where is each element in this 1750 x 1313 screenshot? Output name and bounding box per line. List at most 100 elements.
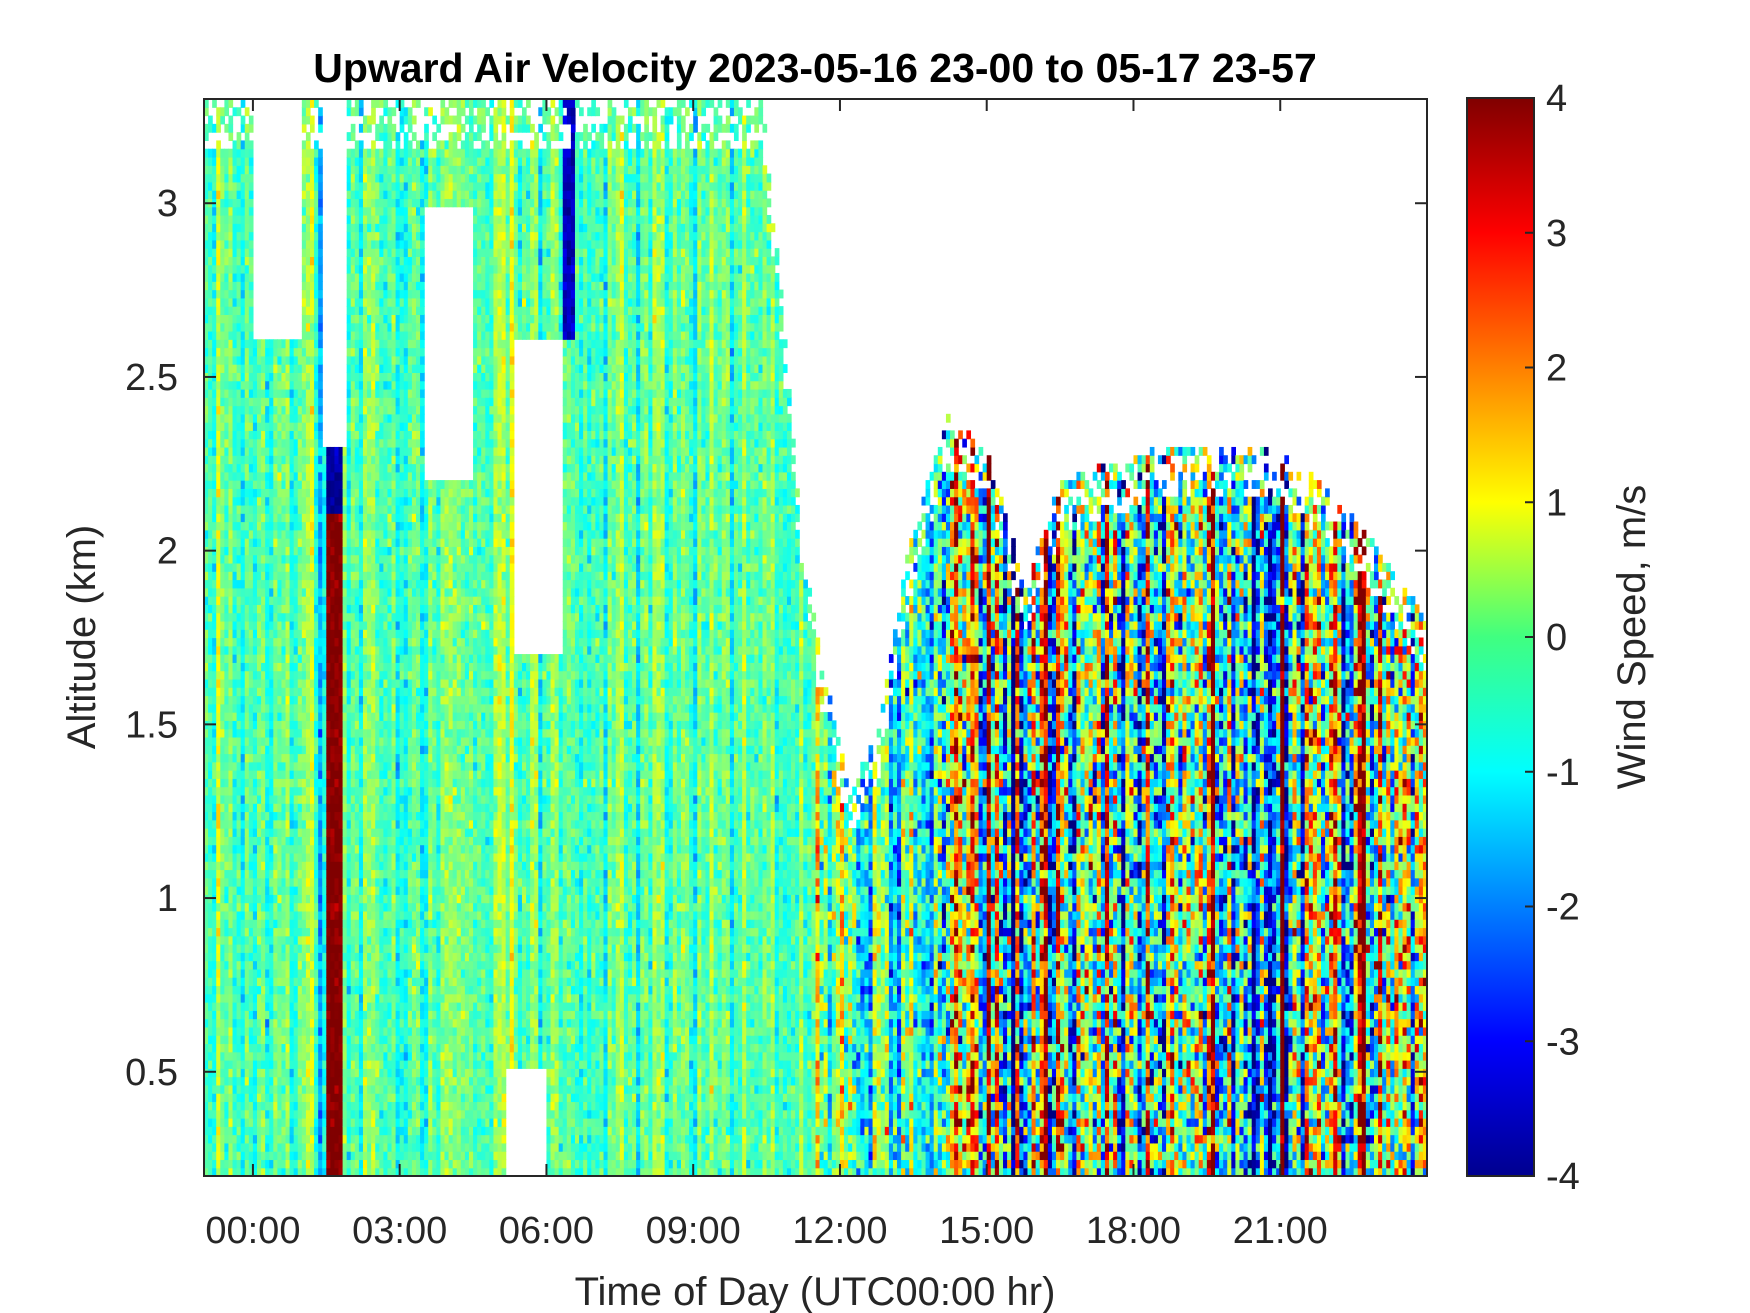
heatmap-cell bbox=[298, 662, 303, 671]
heatmap-cell bbox=[294, 845, 299, 854]
heatmap-cell bbox=[245, 878, 250, 887]
heatmap-cell bbox=[363, 439, 368, 448]
heatmap-cell bbox=[334, 811, 339, 820]
heatmap-cell bbox=[208, 1143, 213, 1152]
heatmap-cell bbox=[212, 1077, 217, 1086]
heatmap-cell bbox=[355, 372, 360, 381]
heatmap-cell bbox=[228, 290, 233, 299]
heatmap-cell bbox=[314, 538, 319, 547]
heatmap-cell bbox=[269, 869, 274, 878]
heatmap-cell bbox=[347, 223, 352, 232]
heatmap-cell bbox=[298, 1101, 303, 1110]
heatmap-cell bbox=[375, 729, 380, 738]
heatmap-cell bbox=[371, 455, 376, 464]
heatmap-cell bbox=[330, 704, 335, 713]
heatmap-cell bbox=[367, 845, 372, 854]
heatmap-cell bbox=[286, 505, 291, 514]
heatmap-cell bbox=[249, 712, 254, 721]
heatmap-cell bbox=[212, 513, 217, 522]
heatmap-cell bbox=[269, 1118, 274, 1127]
heatmap-cell bbox=[347, 753, 352, 762]
heatmap-cell bbox=[379, 845, 384, 854]
heatmap-cell bbox=[245, 314, 250, 323]
heatmap-cell bbox=[228, 911, 233, 920]
heatmap-cell bbox=[314, 737, 319, 746]
heatmap-cell bbox=[257, 1060, 262, 1069]
heatmap-cell bbox=[302, 787, 307, 796]
heatmap-cell bbox=[310, 613, 315, 622]
heatmap-cell bbox=[375, 265, 380, 274]
heatmap-cell bbox=[233, 853, 238, 862]
heatmap-cell bbox=[322, 720, 327, 729]
heatmap-cell bbox=[363, 662, 368, 671]
heatmap-cell bbox=[334, 927, 339, 936]
heatmap-cell bbox=[318, 422, 323, 431]
heatmap-cell bbox=[310, 1002, 315, 1011]
heatmap-cell bbox=[310, 306, 315, 315]
heatmap-cell bbox=[277, 1118, 282, 1127]
heatmap-cell bbox=[228, 1093, 233, 1102]
heatmap-cell bbox=[290, 745, 295, 754]
heatmap-cell bbox=[245, 894, 250, 903]
heatmap-cell bbox=[314, 671, 319, 680]
heatmap-cell bbox=[334, 1159, 339, 1168]
heatmap-cell bbox=[257, 828, 262, 837]
heatmap-cell bbox=[281, 894, 286, 903]
heatmap-cell bbox=[343, 1068, 348, 1077]
heatmap-cell bbox=[294, 969, 299, 978]
heatmap-cell bbox=[371, 671, 376, 680]
heatmap-cell bbox=[347, 646, 352, 655]
heatmap-cell bbox=[310, 1118, 315, 1127]
heatmap-cell bbox=[286, 936, 291, 945]
heatmap-cell bbox=[347, 174, 352, 183]
heatmap-cell bbox=[224, 1085, 229, 1094]
heatmap-cell bbox=[212, 969, 217, 978]
heatmap-cell bbox=[318, 538, 323, 547]
heatmap-cell bbox=[249, 654, 254, 663]
heatmap-cell bbox=[228, 439, 233, 448]
heatmap-cell bbox=[334, 505, 339, 514]
heatmap-cell bbox=[286, 878, 291, 887]
heatmap-cell bbox=[273, 1085, 278, 1094]
heatmap-cell bbox=[237, 903, 242, 912]
heatmap-cell bbox=[233, 1043, 238, 1052]
heatmap-cell bbox=[310, 1093, 315, 1102]
heatmap-cell bbox=[224, 522, 229, 531]
heatmap-cell bbox=[330, 638, 335, 647]
heatmap-cell bbox=[228, 281, 233, 290]
heatmap-cell bbox=[355, 878, 360, 887]
heatmap-cell bbox=[314, 1077, 319, 1086]
heatmap-cell bbox=[208, 306, 213, 315]
heatmap-cell bbox=[314, 1027, 319, 1036]
heatmap-cell bbox=[310, 704, 315, 713]
heatmap-cell bbox=[245, 1035, 250, 1044]
heatmap-cell bbox=[249, 397, 254, 406]
heatmap-cell bbox=[363, 1085, 368, 1094]
heatmap-cell bbox=[277, 1110, 282, 1119]
heatmap-cell bbox=[208, 571, 213, 580]
heatmap-cell bbox=[363, 290, 368, 299]
heatmap-cell bbox=[224, 1093, 229, 1102]
heatmap-cell bbox=[233, 919, 238, 928]
heatmap-cell bbox=[253, 406, 258, 415]
heatmap-cell bbox=[318, 654, 323, 663]
heatmap-cell bbox=[302, 969, 307, 978]
heatmap-cell bbox=[334, 762, 339, 771]
heatmap-cell bbox=[339, 1077, 344, 1086]
heatmap-cell bbox=[371, 331, 376, 340]
heatmap-cell bbox=[265, 1093, 270, 1102]
heatmap-cell bbox=[212, 298, 217, 307]
heatmap-cell bbox=[224, 687, 229, 696]
heatmap-cell bbox=[359, 1085, 364, 1094]
heatmap-cell bbox=[212, 869, 217, 878]
heatmap-cell bbox=[237, 132, 242, 141]
heatmap-cell bbox=[233, 455, 238, 464]
heatmap-cell bbox=[298, 1068, 303, 1077]
heatmap-cell bbox=[224, 994, 229, 1003]
heatmap-cell bbox=[363, 762, 368, 771]
heatmap-cell bbox=[302, 745, 307, 754]
heatmap-cell bbox=[286, 1151, 291, 1160]
heatmap-cell bbox=[298, 1010, 303, 1019]
heatmap-cell bbox=[286, 1143, 291, 1152]
heatmap-cell bbox=[237, 894, 242, 903]
